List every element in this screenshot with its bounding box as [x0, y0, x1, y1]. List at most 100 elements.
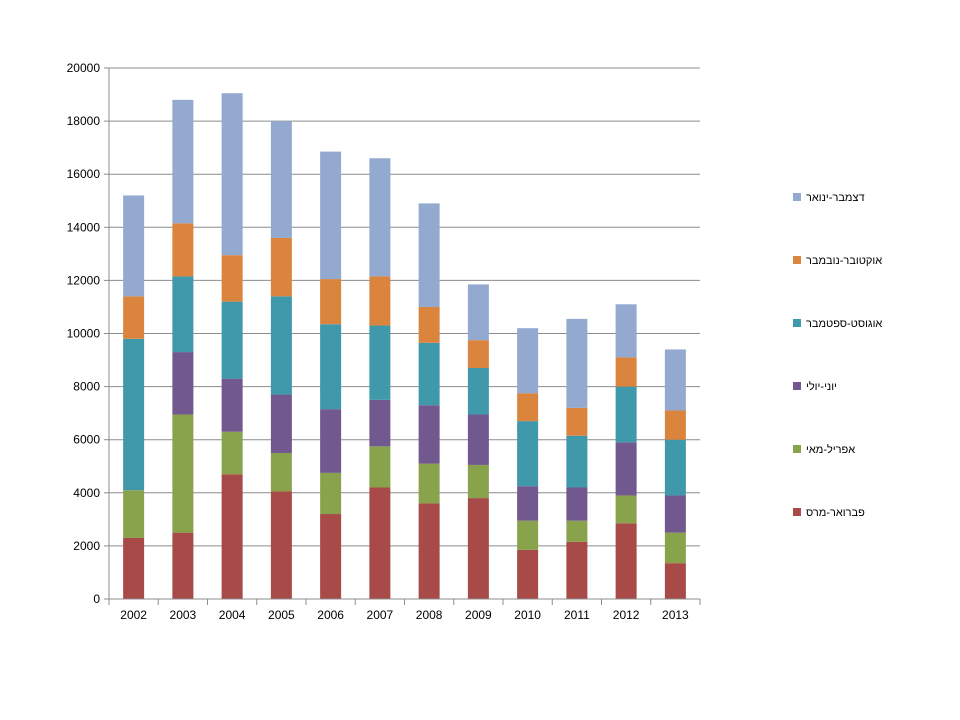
x-tick-label: 2002: [120, 608, 147, 622]
bar-segment: [418, 405, 440, 464]
legend-label: פברואר-מרס: [806, 507, 865, 519]
bar-segment: [172, 99, 194, 224]
legend-label: דצמבר-ינואר: [806, 192, 865, 204]
bar-segment: [418, 306, 440, 343]
x-tick-label: 2011: [564, 608, 590, 622]
legend-label: אוגוסט-ספטמבר: [806, 318, 882, 330]
bar-segment: [270, 296, 292, 395]
bar-segment: [123, 490, 145, 538]
bar-segment: [517, 549, 539, 599]
bar-segment: [320, 279, 342, 325]
x-tick-label: 2008: [416, 608, 443, 622]
bar-segment: [123, 195, 145, 297]
y-tick-label: 10000: [67, 327, 101, 341]
x-tick-label: 2010: [514, 608, 541, 622]
bar-segment: [320, 514, 342, 599]
bar-segment: [221, 378, 243, 432]
legend-swatch: [793, 445, 801, 453]
bar-segment: [320, 472, 342, 515]
bar-segment: [517, 421, 539, 487]
legend-swatch: [793, 319, 801, 327]
bar-segment: [467, 414, 489, 465]
bar-segment: [221, 255, 243, 302]
y-tick-label: 12000: [67, 273, 101, 287]
bar-segment: [369, 276, 391, 326]
bar-segment: [320, 409, 342, 473]
bar-segment: [615, 304, 637, 358]
bar-segment: [270, 491, 292, 599]
bar-segment: [172, 414, 194, 533]
x-tick-label: 2012: [613, 608, 640, 622]
x-tick-label: 2009: [465, 608, 492, 622]
legend: דצמבר-ינואר אוקטובר-נובמבר אוגוסט-ספטמבר יו…: [793, 192, 882, 519]
legend-swatch: [793, 193, 801, 201]
bar-segment: [664, 439, 686, 496]
bar-segment: [320, 324, 342, 410]
bar-segment: [467, 368, 489, 415]
bar-segment: [615, 442, 637, 496]
bar-segment: [566, 520, 588, 542]
legend-label: אפריל-מאי: [806, 443, 855, 456]
gridlines: [109, 67, 700, 547]
bar-segment: [123, 296, 145, 339]
bar-segment: [172, 352, 194, 415]
bar-segment: [369, 487, 391, 599]
bar-segment: [467, 284, 489, 341]
y-tick-label: 14000: [67, 220, 101, 234]
y-tick-label: 16000: [67, 167, 101, 181]
bar-segment: [566, 435, 588, 488]
y-tick-label: 2000: [73, 539, 100, 553]
bar-segment: [566, 407, 588, 436]
x-tick-label: 2005: [268, 608, 295, 622]
bar-segment: [467, 498, 489, 599]
bar-segment: [664, 349, 686, 411]
bar-segment: [369, 399, 391, 447]
bar-segment: [369, 446, 391, 488]
x-tick-label: 2007: [367, 608, 394, 622]
x-tick-label: 2006: [317, 608, 344, 622]
bar-segment: [172, 532, 194, 599]
legend-label: אוקטובר-נובמבר: [806, 255, 882, 267]
bar-segment: [369, 325, 391, 400]
bar-segment: [270, 394, 292, 453]
bar-segment: [418, 463, 440, 504]
bar-segment: [418, 203, 440, 307]
bar-segment: [517, 486, 539, 521]
bar-segment: [664, 410, 686, 440]
bar-segment: [517, 393, 539, 422]
bar-segment: [615, 357, 637, 387]
x-tick-label: 2004: [219, 608, 246, 622]
bar-segment: [221, 93, 243, 256]
bar-segment: [221, 431, 243, 475]
bar-segment: [566, 487, 588, 521]
bar-segment: [172, 223, 194, 277]
bar-segment: [369, 158, 391, 277]
bar-segment: [270, 121, 292, 238]
bar-segment: [517, 328, 539, 394]
bar-segment: [418, 503, 440, 599]
y-tick-label: 20000: [67, 61, 101, 75]
bar-segment: [664, 563, 686, 599]
y-tick-label: 8000: [73, 380, 100, 394]
axes: 0 2000 4000 6000 8000 10000 12000 14000 16000 180…: [67, 61, 701, 622]
bar-segment: [615, 523, 637, 599]
y-tick-label: 0: [93, 592, 100, 606]
x-tick-label: 2013: [662, 608, 689, 622]
bar-segment: [467, 464, 489, 499]
y-tick-label: 6000: [73, 433, 100, 447]
legend-swatch: [793, 256, 801, 264]
bar-segment: [517, 520, 539, 550]
bar-segment: [270, 452, 292, 492]
legend-swatch: [793, 382, 801, 390]
x-tick-label: 2003: [170, 608, 197, 622]
bar-segment: [270, 237, 292, 297]
y-tick-label: 4000: [73, 486, 100, 500]
bar-segment: [320, 151, 342, 280]
bar-segment: [615, 495, 637, 524]
legend-label: יוני-יולי: [806, 380, 837, 393]
bar-segment: [566, 541, 588, 599]
legend-swatch: [793, 508, 801, 516]
bar-segment: [221, 301, 243, 379]
y-tick-label: 18000: [67, 114, 101, 128]
